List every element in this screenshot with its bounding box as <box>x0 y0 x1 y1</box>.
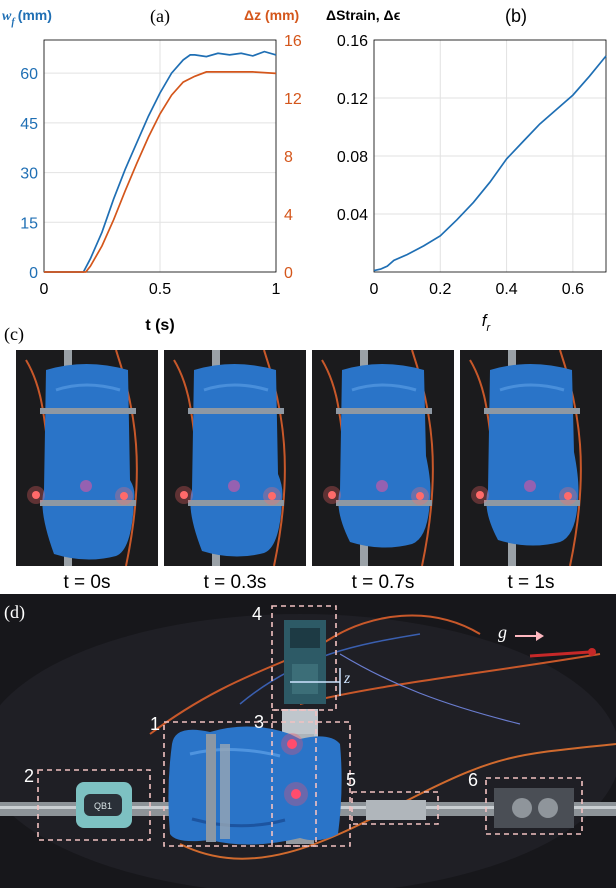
series-wf-line <box>44 50 277 273</box>
x-axis-label-a: t (s) <box>145 317 174 334</box>
z-axis-label: z <box>344 670 351 687</box>
y-axis-label-b: ΔStrain, Δϵ <box>326 7 401 23</box>
x-tick-label: 1 <box>272 281 281 298</box>
y-tick-label-left: 0 <box>29 265 38 282</box>
gravity-label: g <box>498 622 507 642</box>
panel-label-c: (c) <box>4 324 24 344</box>
highlight-box-3 <box>271 709 317 847</box>
y-tick-label: 0.16 <box>337 33 368 50</box>
highlight-box-6 <box>485 777 583 835</box>
number-label-1: 1 <box>150 714 161 734</box>
y-tick-label-left: 30 <box>20 166 38 183</box>
x-tick-label: 0 <box>370 281 379 298</box>
y-tick-label-right: 4 <box>284 207 293 224</box>
y-tick-label-right: 12 <box>284 91 302 108</box>
panel-label-b: (b) <box>505 6 527 26</box>
y-tick-label-right: 0 <box>284 265 293 282</box>
x-tick-label: 0 <box>40 281 49 298</box>
caption-t0: t = 0s <box>63 572 111 593</box>
highlight-box-1 <box>163 721 351 847</box>
y-tick-label: 0.12 <box>337 91 368 108</box>
panel-label-a: (a) <box>150 6 170 27</box>
y-axis-label-left: wf (mm) <box>2 7 52 28</box>
number-label-6: 6 <box>468 770 479 790</box>
y-tick-label: 0.08 <box>337 149 368 166</box>
number-label-3: 3 <box>254 712 265 732</box>
photo-frame-1 <box>164 350 306 566</box>
device-label: QB1 <box>94 801 112 811</box>
highlight-box-5 <box>351 791 439 825</box>
photo-frame-2 <box>312 350 454 566</box>
caption-t2: t = 0.7s <box>351 572 415 593</box>
x-tick-label: 0.2 <box>429 281 451 298</box>
y-tick-label-left: 60 <box>20 66 38 83</box>
caption-t3: t = 1s <box>507 572 555 593</box>
photo-setup: QB1 (d) 4 1 3 2 5 6 z g <box>0 594 616 888</box>
x-axis-label-b: fr <box>482 311 492 334</box>
y-tick-label-right: 16 <box>284 33 302 50</box>
caption-t1: t = 0.3s <box>203 572 267 593</box>
series-strain-line <box>373 55 607 272</box>
y-tick-label-left: 15 <box>20 215 38 232</box>
chart-b: 0 0.2 0.4 0.6 0.04 0.08 0.12 0.16 (b) ΔStrain, … <box>326 6 607 334</box>
y-tick-label-left: 45 <box>20 116 38 133</box>
series-dz-line <box>44 71 277 273</box>
y-tick-label-right: 8 <box>284 149 293 166</box>
photo-frame-0 <box>16 350 158 566</box>
number-label-4: 4 <box>252 604 263 624</box>
x-tick-label: 0.5 <box>149 281 171 298</box>
x-tick-label: 0.6 <box>562 281 584 298</box>
y-tick-label: 0.04 <box>337 207 368 224</box>
number-label-2: 2 <box>24 766 35 786</box>
y-axis-label-right: Δz (mm) <box>244 7 299 23</box>
x-tick-label: 0.4 <box>495 281 517 298</box>
highlight-box-2 <box>37 769 151 841</box>
photo-frame-3 <box>460 350 602 566</box>
number-label-5: 5 <box>346 770 357 790</box>
panel-label-d: (d) <box>4 602 25 622</box>
